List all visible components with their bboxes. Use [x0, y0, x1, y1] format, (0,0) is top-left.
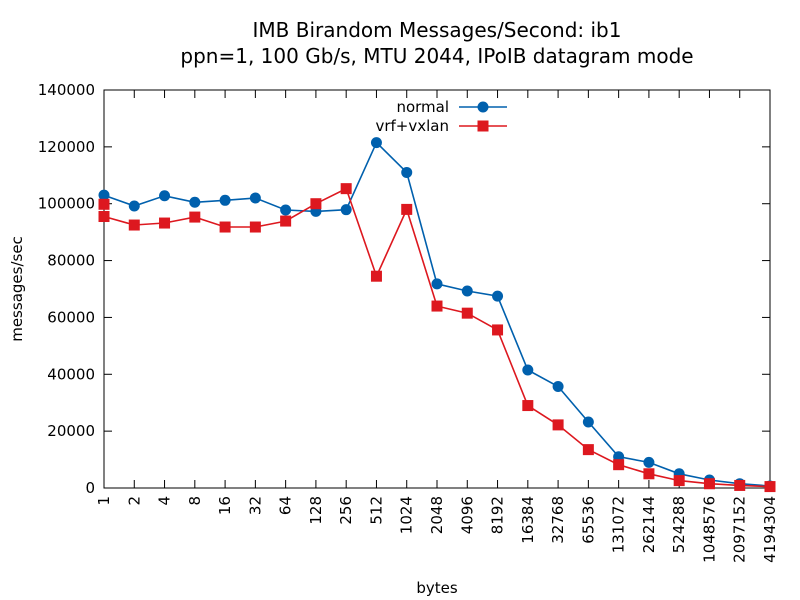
data-point — [310, 198, 322, 210]
y-tick-label: 20000 — [47, 422, 95, 440]
data-point — [280, 215, 292, 227]
data-point — [461, 285, 473, 297]
series-normal — [98, 137, 776, 492]
x-tick-label: 8192 — [489, 496, 507, 534]
data-point — [370, 270, 382, 282]
data-point — [582, 416, 594, 428]
data-point — [522, 364, 534, 376]
data-point — [370, 137, 382, 149]
data-point — [643, 468, 655, 480]
data-point — [552, 381, 564, 393]
legend-marker — [477, 120, 489, 132]
series-line — [103, 141, 771, 487]
x-tick-label: 256 — [337, 496, 355, 525]
y-tick-label: 80000 — [47, 252, 95, 270]
data-point — [703, 478, 715, 490]
x-tick-label: 16 — [216, 496, 234, 515]
chart-subtitle: ppn=1, 100 Gb/s, MTU 2044, IPoIB datagra… — [180, 44, 693, 68]
x-tick-label: 65536 — [579, 496, 597, 544]
chart-title: IMB Birandom Messages/Second: ib1 — [253, 18, 622, 42]
x-tick-label: 16384 — [519, 496, 537, 544]
legend-label: normal — [396, 98, 449, 116]
data-point — [128, 200, 140, 212]
data-point — [98, 189, 110, 201]
x-tick-label: 1024 — [398, 496, 416, 534]
x-tick-label: 32768 — [549, 496, 567, 544]
x-tick-label: 1048576 — [700, 496, 718, 563]
x-tick-label: 262144 — [640, 496, 658, 553]
y-tick-label: 60000 — [47, 308, 95, 326]
data-point — [401, 166, 413, 178]
data-point — [643, 456, 655, 468]
data-point — [249, 192, 261, 204]
data-point — [189, 211, 201, 223]
data-point — [401, 203, 413, 215]
x-tick-label: 4194304 — [761, 496, 779, 563]
data-point-extra — [98, 198, 110, 210]
data-point — [461, 307, 473, 319]
y-tick-label: 40000 — [47, 365, 95, 383]
x-tick-label: 8 — [186, 496, 204, 506]
data-point — [280, 204, 292, 216]
x-tick-label: 2048 — [428, 496, 446, 534]
data-point — [340, 183, 352, 195]
data-point — [673, 475, 685, 487]
y-tick-label: 100000 — [38, 195, 95, 213]
x-axis-label: bytes — [416, 579, 458, 597]
y-tick-label: 120000 — [38, 138, 95, 156]
data-point — [159, 190, 171, 202]
axes: 0 20000 40000 60000 80000 100000 120000 140000 1… — [38, 81, 779, 563]
legend-marker — [477, 101, 489, 113]
data-point — [492, 324, 504, 336]
data-point — [340, 204, 352, 216]
legend-label: vrf+vxlan — [375, 117, 449, 135]
x-tick-label: 131072 — [610, 496, 628, 553]
series-vrf-vxlan — [98, 183, 776, 493]
data-point — [98, 211, 110, 223]
x-tick-label: 4096 — [458, 496, 476, 534]
y-tick-label: 0 — [85, 479, 95, 497]
data-point — [249, 221, 261, 233]
data-point — [431, 300, 443, 312]
data-point — [552, 419, 564, 431]
x-tick-label: 1 — [95, 496, 113, 506]
data-point — [492, 290, 504, 302]
data-point — [764, 481, 776, 493]
series-line — [103, 187, 771, 488]
data-point — [734, 479, 746, 491]
data-point — [219, 221, 231, 233]
y-axis-label: messages/sec — [8, 236, 26, 342]
data-point — [128, 219, 140, 231]
x-tick-label: 524288 — [670, 496, 688, 553]
data-point — [582, 444, 594, 456]
x-tick-label: 64 — [277, 496, 295, 515]
data-point — [189, 196, 201, 208]
data-point — [219, 194, 231, 206]
x-tick-label: 2097152 — [731, 496, 749, 563]
data-point — [613, 459, 625, 471]
x-tick-label: 2 — [125, 496, 143, 506]
data-point — [159, 217, 171, 229]
x-tick-label: 512 — [367, 496, 385, 525]
data-point — [522, 400, 534, 412]
data-point — [431, 278, 443, 290]
y-tick-label: 140000 — [38, 81, 95, 99]
x-tick-label: 32 — [246, 496, 264, 515]
x-tick-label: 4 — [156, 496, 174, 506]
series-layer — [98, 137, 776, 493]
x-tick-label: 128 — [307, 496, 325, 525]
